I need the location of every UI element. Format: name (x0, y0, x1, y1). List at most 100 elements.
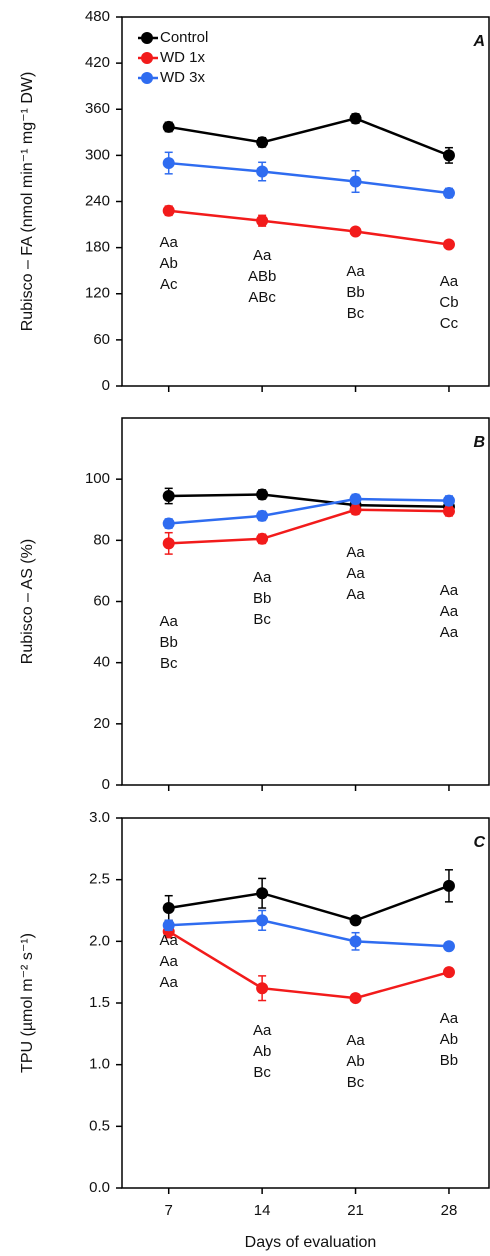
significance-letters: Aa (440, 624, 459, 641)
y-tick-label: 120 (85, 285, 110, 302)
significance-letters: Bb (346, 284, 364, 301)
significance-letters: Ab (440, 1031, 458, 1048)
series-line (168, 161, 450, 195)
y-tick-label: 20 (93, 715, 110, 732)
y-tick-label: 180 (85, 239, 110, 256)
data-point (349, 935, 362, 948)
y-tick-label: 60 (93, 331, 110, 348)
y-tick-label: 360 (85, 100, 110, 117)
data-point (162, 902, 175, 915)
data-point (256, 914, 269, 927)
data-point (442, 966, 455, 979)
data-point (442, 149, 455, 162)
y-tick-label: 100 (85, 470, 110, 487)
data-point (162, 489, 175, 502)
y-axis-title: TPU (µmol m⁻² s⁻¹) (19, 933, 36, 1073)
data-point (256, 165, 269, 178)
significance-letters: ABc (248, 289, 276, 306)
data-point (442, 505, 455, 518)
series-line (168, 884, 450, 922)
series-line (168, 919, 450, 948)
data-point (162, 517, 175, 530)
data-point (256, 214, 269, 227)
data-point (442, 187, 455, 200)
y-tick-label: 0 (102, 776, 110, 793)
y-tick-label: 0.0 (89, 1179, 110, 1196)
panel-letter: A (472, 33, 485, 50)
y-tick-label: 2.0 (89, 932, 110, 949)
y-tick-label: 300 (85, 146, 110, 163)
series-line (168, 117, 450, 157)
y-axis-title: Rubisco – FA (nmol min⁻¹ mg⁻¹ DW) (19, 72, 36, 332)
significance-letters: Aa (160, 613, 179, 630)
y-tick-label: 1.0 (89, 1056, 110, 1073)
y-tick-label: 0.5 (89, 1117, 110, 1134)
series-line (168, 493, 449, 508)
x-tick-label: 21 (347, 1202, 364, 1219)
x-tick-label: 28 (441, 1202, 458, 1219)
significance-letters: Bc (347, 305, 365, 322)
significance-letters: Aa (346, 565, 365, 582)
significance-letters: Bc (347, 1074, 365, 1091)
data-point (349, 493, 362, 506)
x-axis-title: Days of evaluation (245, 1234, 377, 1251)
significance-letters: Aa (440, 1010, 459, 1027)
legend-marker (141, 52, 153, 64)
significance-letters: Aa (160, 974, 179, 991)
significance-letters: Bc (253, 1064, 271, 1081)
significance-letters: Aa (346, 586, 365, 603)
legend-marker (141, 32, 153, 44)
significance-letters: Bc (253, 611, 271, 628)
significance-letters: Ab (346, 1053, 364, 1070)
data-point (349, 992, 362, 1005)
y-tick-label: 3.0 (89, 809, 110, 826)
data-point (349, 914, 362, 927)
plot-frame (121, 417, 490, 786)
y-axis-title: Rubisco – AS (%) (19, 539, 36, 664)
series-line (168, 930, 450, 1000)
y-tick-label: 40 (93, 654, 110, 671)
y-tick-label: 240 (85, 192, 110, 209)
significance-letters: Aa (440, 582, 459, 599)
significance-letters: Ab (160, 255, 178, 272)
significance-letters: Cc (440, 315, 459, 332)
legend-label: WD 1x (160, 49, 206, 66)
significance-letters: Aa (160, 234, 179, 251)
data-point (162, 919, 175, 932)
data-point (442, 940, 455, 953)
legend-label: Control (160, 29, 208, 46)
data-point (442, 238, 455, 251)
legend-label: WD 3x (160, 69, 206, 86)
significance-letters: Aa (253, 569, 272, 586)
panel-letter: B (473, 434, 485, 451)
series-line (168, 497, 449, 525)
data-point (256, 136, 269, 149)
significance-letters: Bb (440, 1052, 458, 1069)
significance-letters: Aa (346, 263, 365, 280)
data-point (256, 982, 269, 995)
significance-letters: Aa (440, 603, 459, 620)
legend-marker (141, 72, 153, 84)
significance-letters: Aa (253, 247, 272, 264)
data-point (162, 537, 175, 550)
significance-letters: Bb (160, 634, 178, 651)
y-tick-label: 480 (85, 8, 110, 25)
data-point (256, 887, 269, 900)
significance-letters: Bc (160, 655, 178, 672)
data-point (349, 112, 362, 125)
data-point (442, 494, 455, 507)
y-tick-label: 2.5 (89, 871, 110, 888)
significance-letters: Cb (439, 294, 458, 311)
data-point (162, 204, 175, 217)
data-point (349, 503, 362, 516)
significance-letters: Bb (253, 590, 271, 607)
x-tick-label: 7 (165, 1202, 173, 1219)
data-point (256, 488, 269, 501)
y-tick-label: 80 (93, 531, 110, 548)
significance-letters: Ac (160, 276, 178, 293)
data-point (162, 120, 175, 133)
data-point (442, 879, 455, 892)
y-tick-label: 60 (93, 592, 110, 609)
